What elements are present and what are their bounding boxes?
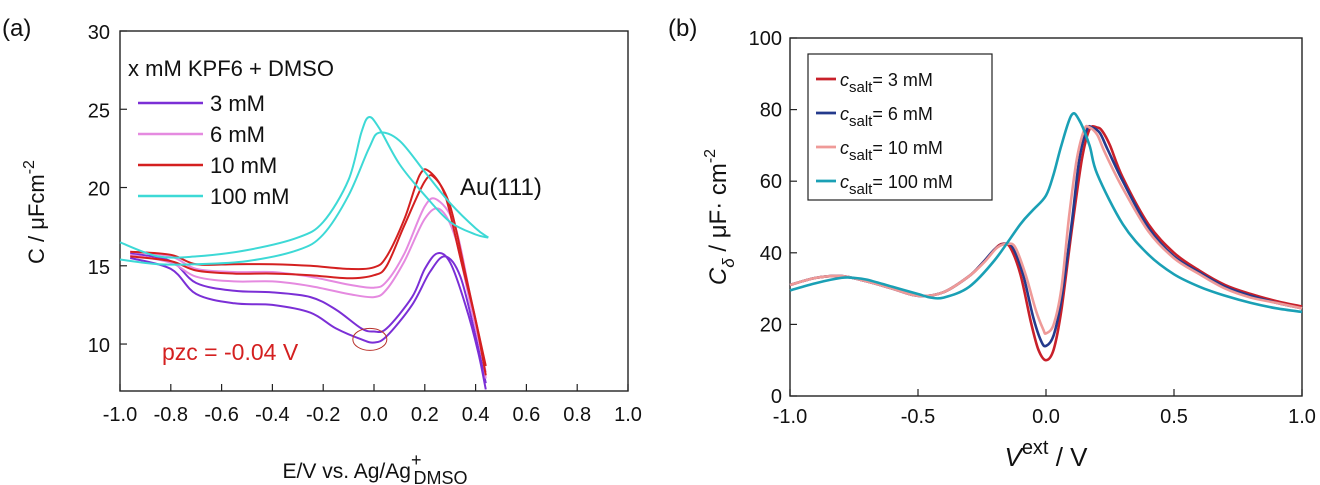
series-10-mm [130, 168, 487, 376]
pzc-circle [352, 327, 388, 351]
panel-a-x-ticks: -1.0 -0.8 -0.6 -0.4 -0.2 0.0 0.2 0.4 0.6 0.8 1.0 [103, 384, 642, 426]
legend-var: c [840, 172, 849, 192]
panel-a-y-tick-label: 30 [88, 22, 110, 44]
panel-b-ylabel-tail: / μF· cm [705, 163, 732, 258]
legend-label: csalt= 10 mM [840, 138, 943, 164]
legend-var: c [840, 104, 849, 124]
panel-b-x-tick-label: 0.5 [1160, 406, 1188, 428]
legend-label: csalt= 3 mM [840, 70, 933, 96]
legend-title: x mM KPF6 + DMSO [128, 56, 334, 81]
panel-a-y-axis-label: C / μFcm-2 [21, 160, 49, 264]
legend-value: = 100 mM [872, 172, 953, 192]
panel-b-label: (b) [668, 15, 697, 42]
panel-a-x-tick-label: 0.2 [411, 404, 439, 426]
series-line [130, 174, 487, 367]
panel-b-y-ticks: 0 20 40 60 80 100 [749, 28, 797, 408]
panel-a-y-tick-label: 20 [88, 179, 110, 201]
panel-b-x-tick-label: -1.0 [773, 406, 807, 428]
pzc-annotation: pzc = -0.04 V [162, 339, 299, 365]
panel-a-ylabel-main: C / μFcm [24, 174, 49, 264]
panel-b-xlabel-tail: / V [1049, 442, 1089, 472]
series-line [119, 131, 489, 266]
panel-a-xlabel-sup: + [411, 450, 422, 470]
legend-value: = 10 mM [872, 138, 943, 158]
panel-a: (a) 10 15 20 25 30 -1.0 -0.8 -0.6 -0.4 -0.2 0.0 0.… [2, 15, 642, 485]
legend-var: c [840, 70, 849, 90]
legend-label: csalt= 100 mM [840, 172, 953, 198]
panel-a-y-ticks: 10 15 20 25 30 [88, 22, 127, 357]
panel-a-legend: 3 mM 6 mM 10 mM 100 mM [138, 91, 289, 209]
series-line [789, 112, 1303, 314]
panel-a-x-tick-label: -0.2 [306, 404, 340, 426]
panel-a-y-tick-label: 10 [88, 335, 110, 357]
panel-a-series [119, 116, 489, 390]
panel-a-x-axis-label: E/V vs. Ag/Ag+ DMSO [283, 450, 468, 485]
panel-b-ylabel-main: C [705, 267, 732, 285]
legend-label: 10 mM [210, 153, 277, 178]
panel-b-legend-box [807, 53, 993, 201]
legend-value: = 3 mM [872, 70, 933, 90]
panel-a-x-tick-label: 1.0 [614, 404, 642, 426]
panel-a-x-tick-label: -0.4 [255, 404, 289, 426]
panel-a-x-tick-label: -0.8 [154, 404, 188, 426]
panel-b-y-tick-label: 20 [760, 314, 782, 336]
legend-sub: salt [849, 79, 873, 96]
legend-label: 3 mM [210, 91, 265, 116]
series-line [119, 116, 489, 259]
series-line [130, 252, 487, 390]
legend-sub: salt [849, 113, 873, 130]
panel-b-y-tick-label: 0 [771, 386, 782, 408]
panel-b-x-tick-label: -0.5 [901, 406, 935, 428]
panel-b-y-tick-label: 60 [760, 171, 782, 193]
panel-a-y-tick-label: 15 [88, 257, 110, 279]
panel-a-x-tick-label: 0.0 [360, 404, 388, 426]
series-100-mm [119, 116, 489, 266]
panel-a-xlabel-sub: DMSO [413, 468, 467, 485]
panel-a-xlabel-main: E/V vs. Ag/Ag [283, 460, 411, 483]
series-line [129, 255, 487, 384]
legend-sub: salt [849, 147, 873, 164]
panel-b-x-tick-label: 1.0 [1288, 406, 1316, 428]
legend-label: 6 mM [210, 122, 265, 147]
panel-b-xlabel-sup: ext [1022, 437, 1049, 459]
panel-a-x-tick-label: -0.6 [204, 404, 238, 426]
panel-a-x-tick-label: 0.6 [512, 404, 540, 426]
series-3-mm [129, 252, 487, 390]
panel-a-x-tick-label: 0.8 [563, 404, 591, 426]
panel-b-y-tick-label: 80 [760, 100, 782, 122]
surface-annotation: Au(111) [460, 174, 542, 201]
legend-label: 100 mM [210, 184, 289, 209]
panel-a-x-tick-label: 0.4 [462, 404, 490, 426]
panel-b-ylabel-sub: δ [719, 258, 738, 268]
legend-label: csalt= 6 mM [840, 104, 933, 130]
panel-b-x-axis-label: Vext / V [1004, 437, 1088, 472]
panel-b-ylabel-sup: -2 [702, 149, 719, 163]
panel-a-frame [119, 30, 629, 392]
panel-b-y-tick-label: 40 [760, 243, 782, 265]
panel-b-series [789, 112, 1303, 362]
panel-a-ylabel-sup: -2 [21, 160, 38, 174]
panel-a-label: (a) [2, 15, 31, 42]
legend-var: c [840, 138, 849, 158]
panel-b-y-axis-label: Cδ / μF· cm-2 [702, 149, 738, 285]
panel-b-x-ticks: -1.0 -0.5 0.0 0.5 1.0 [773, 389, 1316, 428]
panel-a-x-tick-label: -1.0 [103, 404, 137, 426]
legend-value: = 6 mM [872, 104, 933, 124]
panel-b-y-tick-label: 100 [749, 28, 782, 50]
panel-a-y-tick-label: 25 [88, 100, 110, 122]
panel-b-x-tick-label: 0.0 [1032, 406, 1060, 428]
panel-b-xlabel-main: V [1004, 442, 1024, 472]
series-line [130, 168, 487, 376]
legend-sub: salt [849, 181, 873, 198]
